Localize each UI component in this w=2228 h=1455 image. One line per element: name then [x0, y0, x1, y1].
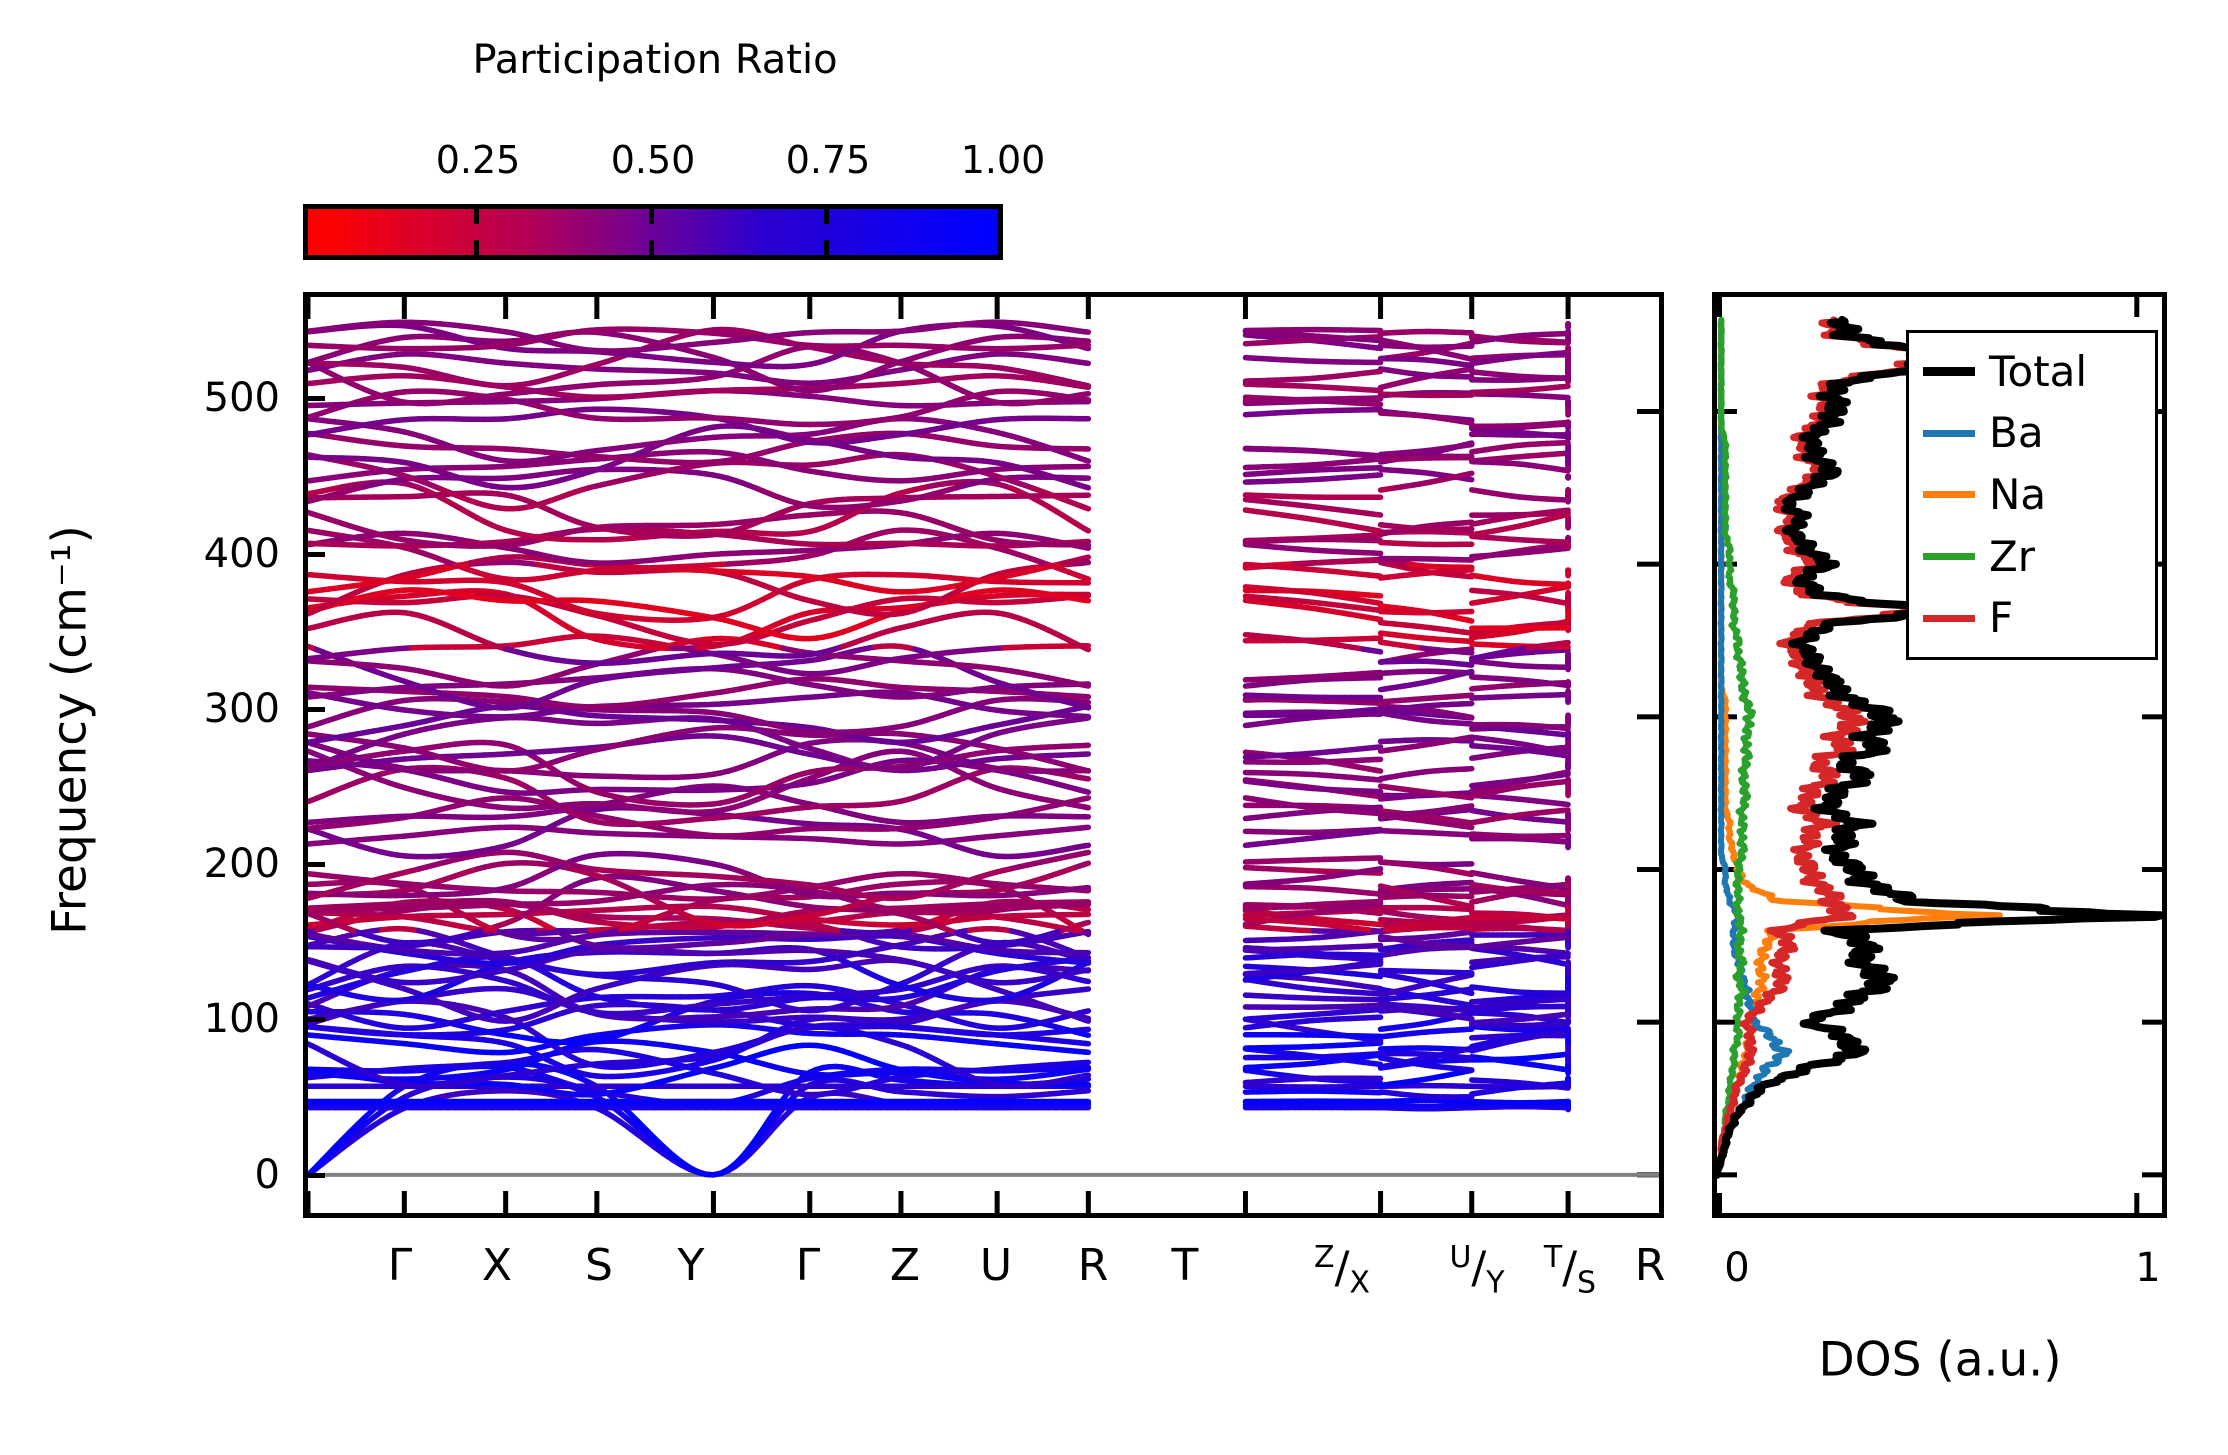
phonon-band-structure-plot[interactable] — [303, 292, 1664, 1218]
y-tick-label-100: 100 — [203, 996, 280, 1042]
legend-swatch-ba — [1923, 429, 1975, 437]
fraction-z-over-x: Z/X — [1314, 1240, 1370, 1300]
legend-swatch-total — [1923, 367, 1975, 377]
dos-x-tick-label-0: 0 — [1724, 1245, 1750, 1291]
fraction-slash: / — [1334, 1242, 1350, 1294]
y-tick-300 — [303, 707, 325, 712]
y-tick-500 — [303, 396, 325, 401]
dos-x-axis-label: DOS (a.u.) — [1818, 1332, 2062, 1388]
x-tick-label-X: X — [481, 1240, 513, 1291]
x-tick-label-ToverS: T/S — [1544, 1240, 1596, 1300]
fraction-u-over-y: U/Y — [1449, 1240, 1504, 1300]
legend-label-na: Na — [1989, 469, 2047, 519]
legend-swatch-zr — [1923, 553, 1975, 561]
x-tick-label-R-2: R — [1634, 1240, 1666, 1291]
colorbar-tick-0: 0.25 — [435, 138, 521, 182]
x-tick-label-UoverY: U/Y — [1449, 1240, 1504, 1300]
colorbar-tick-1: 0.50 — [610, 138, 696, 182]
fraction-slash: / — [1471, 1242, 1487, 1294]
fraction-numerator: T — [1543, 1240, 1563, 1275]
legend-label-zr: Zr — [1989, 531, 2036, 581]
legend-label-ba: Ba — [1989, 408, 2044, 458]
y-tick-0 — [303, 1173, 325, 1178]
dos-canvas — [1717, 297, 2162, 1213]
legend-label-total: Total — [1989, 346, 2088, 396]
fraction-t-over-s: T/S — [1544, 1240, 1596, 1300]
y-tick-400 — [303, 552, 325, 557]
colorbar-divider-3b — [824, 240, 829, 260]
fraction-denominator: S — [1577, 1265, 1597, 1301]
fraction-slash: / — [1562, 1242, 1578, 1294]
colorbar-tick-3: 1.00 — [960, 138, 1046, 182]
colorbar-tick-2: 0.75 — [785, 138, 871, 182]
colorbar-divider-3 — [824, 204, 829, 224]
legend-item-zr[interactable]: Zr — [1909, 529, 2155, 585]
y-tick-label-200: 200 — [203, 841, 280, 887]
colorbar-divider-2 — [649, 204, 654, 224]
x-tick-label-U: U — [979, 1240, 1013, 1291]
fraction-denominator: X — [1349, 1265, 1370, 1301]
y-tick-label-400: 400 — [203, 531, 280, 577]
legend-swatch-na — [1923, 491, 1975, 499]
x-tick-label-gamma-1: Γ — [387, 1240, 413, 1291]
dos-x-tick-label-1: 1 — [2135, 1245, 2161, 1291]
x-tick-label-Z: Z — [889, 1240, 921, 1291]
legend-label-f: F — [1989, 593, 2014, 643]
legend-item-f[interactable]: F — [1909, 590, 2155, 646]
band-structure-canvas — [308, 297, 1659, 1213]
fraction-numerator: Z — [1314, 1240, 1335, 1275]
x-tick-label-T: T — [1171, 1240, 1199, 1291]
legend-item-total[interactable]: Total — [1909, 344, 2155, 400]
colorbar-title: Participation Ratio — [472, 37, 838, 83]
dos-legend[interactable]: Total Ba Na Zr F — [1906, 330, 2158, 660]
colorbar-divider-1 — [474, 204, 479, 224]
fraction-denominator: Y — [1486, 1265, 1505, 1301]
x-tick-label-S: S — [585, 1240, 613, 1291]
y-tick-label-0: 0 — [254, 1152, 280, 1198]
legend-swatch-f — [1923, 614, 1975, 622]
x-tick-label-Y: Y — [677, 1240, 705, 1291]
x-tick-label-gamma-2: Γ — [795, 1240, 821, 1291]
colorbar-divider-1b — [474, 240, 479, 260]
x-tick-label-ZoverX: Z/X — [1314, 1240, 1370, 1300]
legend-item-na[interactable]: Na — [1909, 467, 2155, 523]
fraction-numerator: U — [1449, 1240, 1472, 1275]
participation-ratio-colorbar[interactable] — [303, 204, 1003, 260]
legend-item-ba[interactable]: Ba — [1909, 405, 2155, 461]
y-tick-200 — [303, 862, 325, 867]
y-tick-label-500: 500 — [203, 375, 280, 421]
x-tick-label-R-1: R — [1077, 1240, 1109, 1291]
y-tick-label-300: 300 — [203, 686, 280, 732]
y-tick-100 — [303, 1017, 325, 1022]
colorbar-divider-2b — [649, 240, 654, 260]
